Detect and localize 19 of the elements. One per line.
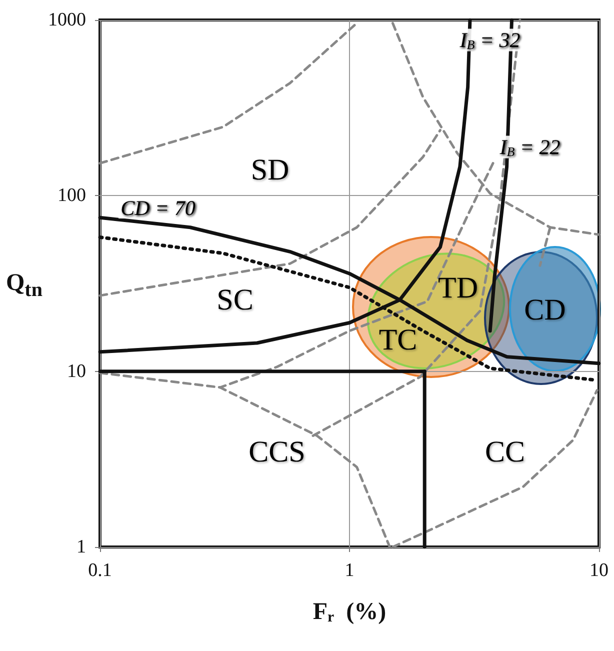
y-tick-label: 1 <box>76 536 86 558</box>
y-axis-title: Q$_{tn}$ <box>6 270 42 302</box>
annotation: IB = 32 <box>458 28 521 52</box>
x-tick-label: 10 <box>590 560 608 581</box>
annotation: CC <box>484 436 526 468</box>
y-tick-label: 10 <box>67 360 86 382</box>
annotation: IB = 22 <box>498 135 561 160</box>
y-tick-label: 100 <box>58 185 86 206</box>
annotation: CCS <box>248 436 306 468</box>
x-axis-title: Fr (%) <box>312 598 386 626</box>
y-tick-label: 1000 <box>48 10 86 30</box>
annotation: CD <box>524 294 566 326</box>
x-tick-label: 0.1 <box>88 560 112 581</box>
annotation: SD <box>250 154 290 186</box>
x-tick-label: 1 <box>344 560 354 581</box>
annotation: TC <box>378 324 418 356</box>
annotation: CD = 70 <box>120 196 196 220</box>
annotation: TD <box>438 272 478 304</box>
annotation: SC <box>216 284 254 316</box>
